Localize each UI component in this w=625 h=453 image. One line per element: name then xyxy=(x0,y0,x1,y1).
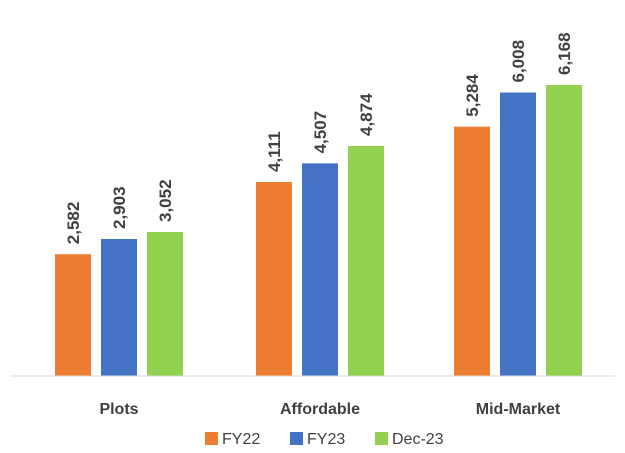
bar-dec-23-affordable xyxy=(348,146,384,376)
legend-swatch-dec-23 xyxy=(375,432,388,445)
data-label-fy22-plots: 2,582 xyxy=(64,202,83,245)
legend-label-dec-23: Dec-23 xyxy=(392,431,444,448)
data-label-fy22-mid-market: 5,284 xyxy=(463,74,482,117)
category-label-mid-market: Mid-Market xyxy=(476,401,561,418)
bar-fy22-mid-market xyxy=(454,126,490,376)
legend: FY22 FY23 Dec-23 xyxy=(205,431,444,448)
bar-fy22-plots xyxy=(55,254,91,376)
category-label-plots: Plots xyxy=(99,401,138,418)
data-label-dec-23-plots: 3,052 xyxy=(156,179,175,222)
data-label-dec-23-mid-market: 6,168 xyxy=(555,32,574,75)
category-label-affordable: Affordable xyxy=(280,401,360,418)
bar-dec-23-mid-market xyxy=(546,85,582,376)
data-label-fy23-mid-market: 6,008 xyxy=(509,40,528,83)
legend-label-fy23: FY23 xyxy=(307,431,345,448)
category-labels-layer: Plots Affordable Mid-Market xyxy=(99,401,560,418)
bar-fy23-affordable xyxy=(302,163,338,376)
bar-dec-23-plots xyxy=(147,232,183,376)
bars-layer xyxy=(55,85,582,376)
bar-fy23-mid-market xyxy=(500,92,536,376)
data-label-fy23-affordable: 4,507 xyxy=(311,111,330,154)
legend-swatch-fy23 xyxy=(290,432,303,445)
legend-label-fy22: FY22 xyxy=(222,431,260,448)
data-label-fy22-affordable: 4,111 xyxy=(265,131,284,172)
data-label-fy23-plots: 2,903 xyxy=(110,186,129,229)
legend-swatch-fy22 xyxy=(205,432,218,445)
data-labels-layer: 2,582 2,903 3,052 4,111 4,507 4,874 5,284 6,008… xyxy=(64,32,574,244)
data-label-dec-23-affordable: 4,874 xyxy=(357,93,376,136)
bar-fy22-affordable xyxy=(256,182,292,376)
bar-fy23-plots xyxy=(101,239,137,376)
